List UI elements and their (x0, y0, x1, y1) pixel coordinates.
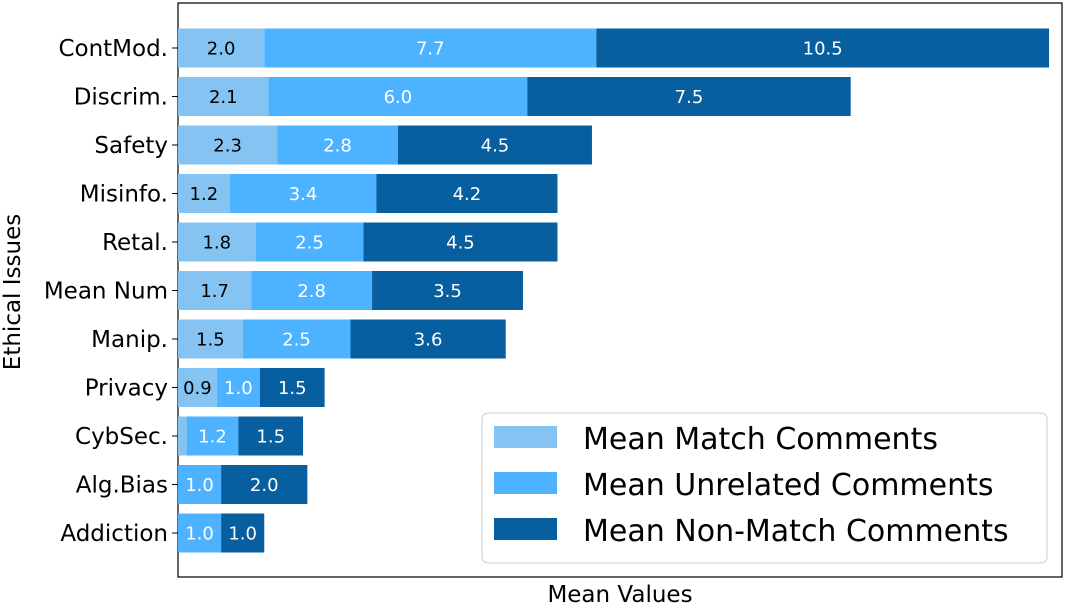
data-label: 2.0 (207, 39, 236, 60)
y-tick-label: Retal. (102, 230, 168, 256)
data-label: 3.6 (414, 330, 443, 351)
data-label: 4.5 (481, 136, 510, 157)
y-tick-label: Mean Num (44, 279, 168, 305)
bar-segment (178, 465, 222, 504)
bar-segment (350, 319, 506, 359)
bar-segment (372, 271, 523, 310)
data-label: 1.2 (198, 427, 227, 448)
bar-segment (178, 77, 269, 116)
bar-segment (397, 125, 592, 165)
data-label: 2.1 (209, 87, 238, 108)
data-label: 6.0 (384, 87, 413, 108)
data-label: 0.9 (183, 378, 212, 399)
bar-segment (527, 77, 851, 116)
data-label: 10.5 (803, 39, 843, 60)
legend-label: Mean Unrelated Comments (583, 468, 994, 503)
bar-segment (178, 513, 222, 553)
bar-segment (216, 368, 260, 407)
bar-segment (596, 28, 1050, 68)
y-tick-label: Safety (94, 133, 168, 159)
y-tick-label: Discrim. (74, 85, 168, 111)
data-label: 1.5 (256, 427, 285, 448)
bar-segment (268, 77, 528, 116)
legend-swatch (494, 472, 557, 494)
legend-swatch (494, 426, 557, 448)
data-label: 1.2 (190, 184, 219, 205)
bar-segment (178, 174, 230, 213)
bar-segment (178, 368, 217, 407)
data-label: 2.0 (250, 475, 279, 496)
legend-frame (481, 412, 1048, 564)
legend-swatch (494, 518, 557, 540)
bar-segment (251, 271, 373, 310)
data-label: 1.8 (202, 233, 231, 254)
data-label: 4.5 (446, 233, 475, 254)
y-tick-label: ContMod. (58, 36, 168, 62)
data-label: 3.5 (433, 281, 462, 302)
data-label: 1.0 (185, 475, 214, 496)
y-tick-label: Manip. (91, 327, 168, 353)
bar-segment (221, 513, 265, 553)
bar-segment (242, 319, 351, 359)
bar-segment (229, 174, 377, 213)
bar-segment (178, 271, 252, 310)
data-label: 2.8 (297, 281, 326, 302)
y-tick-label: Alg.Bias (76, 473, 168, 499)
data-label: 2.3 (213, 136, 242, 157)
legend-label: Mean Non-Match Comments (583, 514, 1009, 549)
data-label: 2.5 (295, 233, 324, 254)
bar-segment (186, 416, 239, 456)
y-axis-label: Ethical Issues (0, 214, 26, 370)
data-label: 1.0 (228, 524, 257, 545)
bar-segment (255, 222, 364, 262)
bar-segment (363, 222, 558, 262)
y-tick-label: Privacy (85, 376, 168, 402)
data-label: 1.5 (196, 330, 225, 351)
y-tick-label: CybSec. (75, 424, 168, 450)
legend-label: Mean Match Comments (583, 422, 938, 457)
data-label: 1.7 (200, 281, 229, 302)
bar-segment (221, 465, 308, 504)
bar-segment (178, 319, 243, 359)
data-label: 1.0 (185, 524, 214, 545)
y-tick-label: Addiction (60, 521, 168, 547)
x-axis-label: Mean Values (547, 582, 692, 608)
bar-segment (238, 416, 304, 456)
legend: Mean Match Comments Mean Unrelated Commen… (481, 412, 1048, 564)
data-label: 1.5 (278, 378, 307, 399)
data-label: 2.8 (323, 136, 352, 157)
data-label: 3.4 (289, 184, 318, 205)
bar-segment (264, 28, 597, 68)
data-label: 7.7 (416, 39, 445, 60)
bar-segment (376, 174, 558, 213)
bar-segment (277, 125, 398, 165)
data-label: 2.5 (282, 330, 311, 351)
bar-segment (259, 368, 325, 407)
bar-segment (178, 28, 265, 68)
y-tick-label: Misinfo. (80, 182, 168, 208)
data-label: 1.0 (224, 378, 253, 399)
data-label: 7.5 (675, 87, 704, 108)
data-label: 4.2 (453, 184, 482, 205)
bar-segment (178, 222, 256, 262)
bar-segment (178, 125, 278, 165)
bar-segment (178, 416, 187, 456)
